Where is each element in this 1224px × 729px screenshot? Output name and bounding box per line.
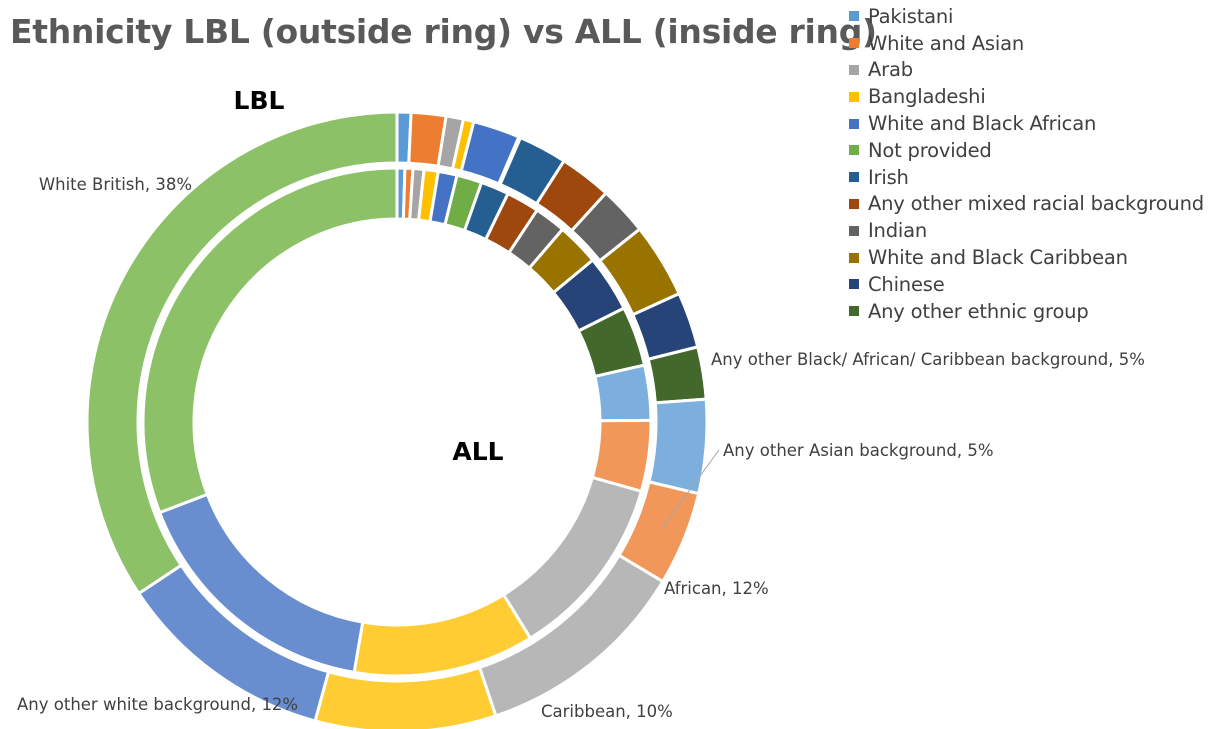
data-labels: White British, 38% Any other white backgr… [17,175,1145,721]
legend-label: White and Black African [868,112,1097,136]
legend-item-bangladeshi: Bangladeshi [849,83,1204,110]
data-label-caribbean: Caribbean, 10% [541,702,673,721]
legend-label: Any other mixed racial background [868,192,1204,216]
legend-label: Bangladeshi [868,85,986,109]
legend-label: Not provided [868,138,992,162]
legend-swatch [849,11,859,22]
legend-label: Irish [868,165,909,189]
legend-swatch [849,145,859,156]
inner-ring-label: ALL [452,437,503,466]
outer-slice-any-other-black-african-caribbean-background [647,397,709,496]
legend-swatch [849,91,859,102]
outer-ring-lbl [85,110,709,729]
data-label-white-british: White British, 38% [39,175,192,194]
legend-item-white-and-black-african: White and Black African [849,110,1204,137]
legend-swatch [849,279,859,290]
data-label-any-other-asian-background: Any other Asian background, 5% [723,441,994,460]
inner-ring-all [141,166,653,678]
legend-label: Pakistani [868,4,954,28]
data-label-african: African, 12% [664,579,769,598]
leader-line-any-other-asian-background [660,449,720,530]
legend-item-indian: Indian [849,217,1204,244]
data-label-any-other-black-african-caribbean-background: Any other Black/ African/ Caribbean back… [711,350,1145,369]
legend-item-irish: Irish [849,164,1204,191]
legend-swatch [849,306,859,317]
outer-ring-label: LBL [234,86,285,115]
legend-label: Arab [868,58,913,82]
data-label-any-other-white-background: Any other white background, 12% [17,695,298,714]
legend-label: Chinese [868,272,945,296]
leader-lines [660,449,720,530]
legend-swatch [849,198,859,209]
legend-item-any-other-ethnic-group: Any other ethnic group [849,298,1204,325]
legend: Pakistani White and Asian Arab Bangladeshi W… [849,3,1204,325]
inner-slice-white-british [141,166,399,515]
inner-slice-any-other-black-african-caribbean-background [593,363,653,423]
legend-label: Any other ethnic group [868,299,1089,323]
legend-label: Indian [868,219,928,243]
legend-item-white-and-black-caribbean: White and Black Caribbean [849,244,1204,271]
legend-item-chinese: Chinese [849,271,1204,298]
legend-item-white-and-asian: White and Asian [849,30,1204,57]
outer-slice-white-british [85,110,399,595]
legend-item-arab: Arab [849,57,1204,84]
legend-label: White and Asian [868,31,1025,55]
legend-item-any-other-mixed-racial-background: Any other mixed racial background [849,191,1204,218]
legend-swatch [849,118,859,129]
legend-swatch [849,64,859,75]
legend-swatch [849,172,859,183]
legend-item-pakistani: Pakistani [849,3,1204,30]
legend-swatch [849,252,859,263]
legend-swatch [849,225,859,236]
legend-item-not-provided: Not provided [849,137,1204,164]
chart-title: Ethnicity LBL (outside ring) vs ALL (ins… [10,12,877,51]
legend-swatch [849,38,859,49]
legend-label: White and Black Caribbean [868,246,1128,270]
